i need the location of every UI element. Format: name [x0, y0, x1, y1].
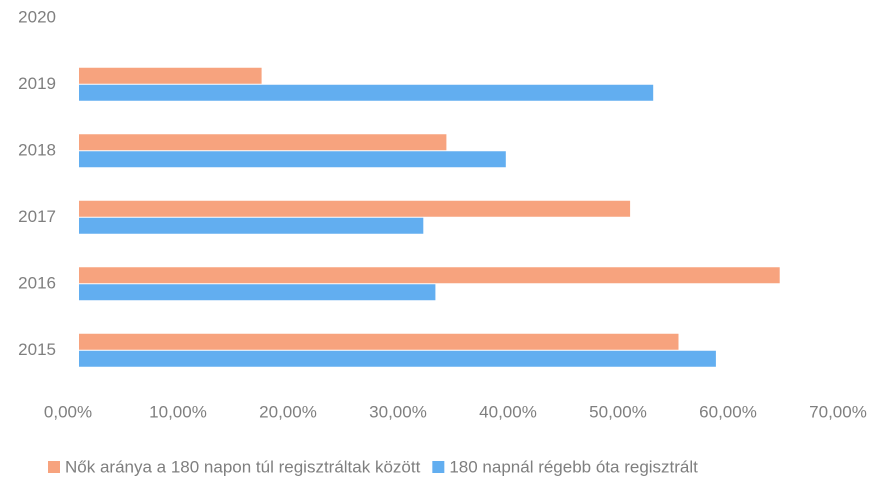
bar — [79, 333, 679, 350]
bar — [79, 84, 654, 101]
bar — [79, 284, 436, 301]
y-tick-label: 2015 — [18, 340, 56, 359]
x-tick-label: 20,00% — [259, 402, 317, 421]
x-tick-label: 40,00% — [479, 402, 537, 421]
legend-label: Nők aránya a 180 napon túl regisztráltak… — [65, 457, 421, 476]
y-tick-label: 2017 — [18, 207, 56, 226]
legend-swatch — [432, 461, 445, 473]
bar — [79, 67, 262, 84]
x-tick-label: 0,00% — [44, 402, 92, 421]
y-tick-label: 2019 — [18, 74, 56, 93]
y-tick-label: 2016 — [18, 274, 56, 293]
bar — [79, 267, 780, 284]
y-tick-label: 2018 — [18, 141, 56, 160]
legend-swatch — [48, 461, 60, 473]
x-tick-label: 30,00% — [369, 402, 427, 421]
bar — [79, 350, 716, 367]
x-tick-label: 50,00% — [589, 402, 647, 421]
x-tick-label: 70,00% — [809, 402, 867, 421]
bar — [79, 200, 631, 217]
bar — [79, 217, 424, 234]
y-tick-label: 2020 — [18, 8, 56, 27]
bar — [79, 151, 506, 168]
legend-label: 180 napnál régebb óta regisztrált — [449, 457, 698, 476]
x-tick-label: 10,00% — [149, 402, 207, 421]
bar — [79, 134, 447, 151]
x-tick-label: 60,00% — [699, 402, 757, 421]
